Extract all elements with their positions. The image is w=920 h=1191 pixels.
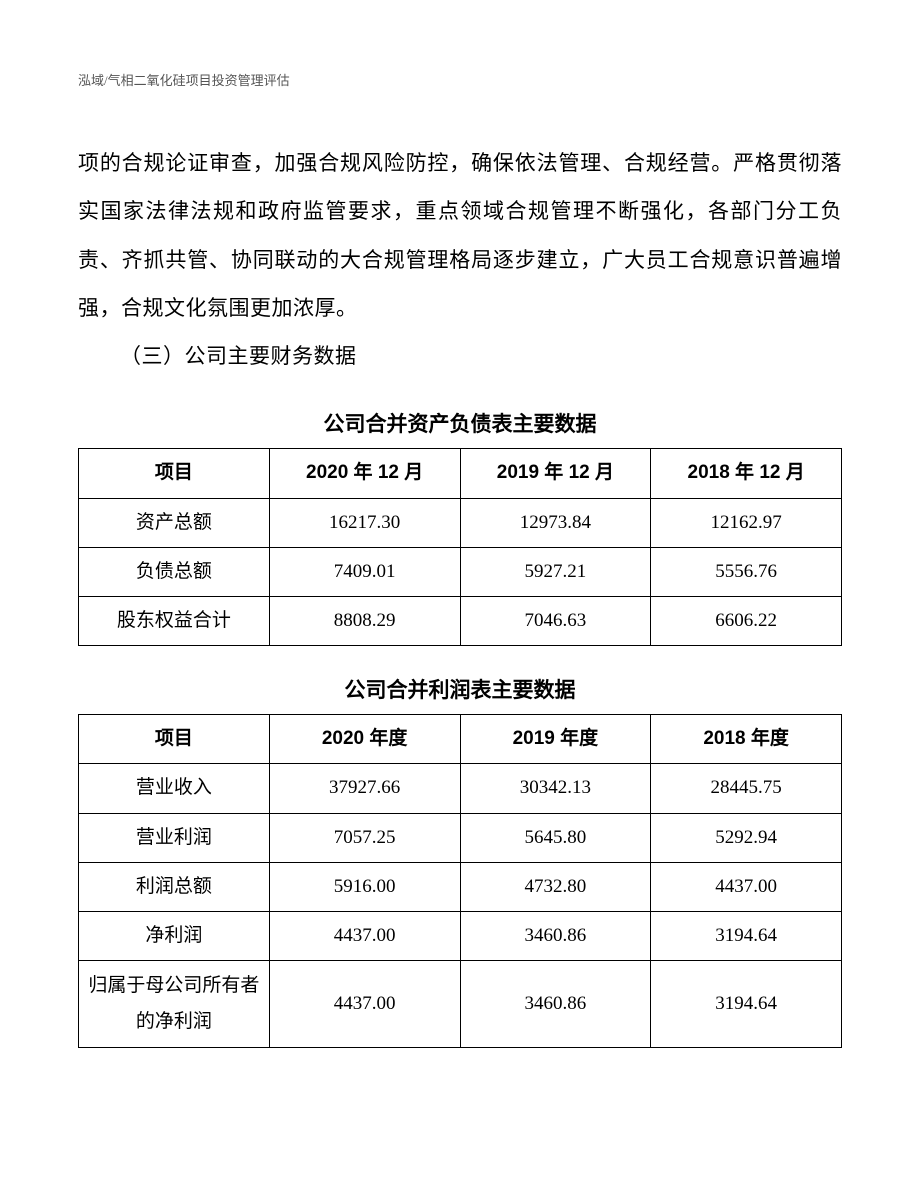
table-cell: 营业收入 xyxy=(79,764,270,813)
table-cell: 5916.00 xyxy=(269,862,460,911)
table-cell: 5927.21 xyxy=(460,547,651,596)
table-cell: 4437.00 xyxy=(269,961,460,1048)
table-header-cell: 2020 年度 xyxy=(269,715,460,764)
table-row: 净利润 4437.00 3460.86 3194.64 xyxy=(79,911,842,960)
body-content: 项的合规论证审查，加强合规风险防控，确保依法管理、合规经营。严格贯彻落实国家法律… xyxy=(78,139,842,380)
table-cell: 37927.66 xyxy=(269,764,460,813)
table-cell: 12162.97 xyxy=(651,498,842,547)
table-cell: 3460.86 xyxy=(460,961,651,1048)
section-heading: （三）公司主要财务数据 xyxy=(78,332,842,380)
table-row: 营业收入 37927.66 30342.13 28445.75 xyxy=(79,764,842,813)
table-cell: 3460.86 xyxy=(460,911,651,960)
table-header-cell: 2018 年 12 月 xyxy=(651,449,842,498)
table-header-cell: 2020 年 12 月 xyxy=(269,449,460,498)
table-cell: 利润总额 xyxy=(79,862,270,911)
table-cell: 7057.25 xyxy=(269,813,460,862)
paragraph-main: 项的合规论证审查，加强合规风险防控，确保依法管理、合规经营。严格贯彻落实国家法律… xyxy=(78,139,842,332)
table-header-row: 项目 2020 年 12 月 2019 年 12 月 2018 年 12 月 xyxy=(79,449,842,498)
table-cell: 负债总额 xyxy=(79,547,270,596)
balance-sheet-title: 公司合并资产负债表主要数据 xyxy=(78,408,842,438)
table-cell: 4437.00 xyxy=(269,911,460,960)
table-cell: 8808.29 xyxy=(269,597,460,646)
table-cell: 7409.01 xyxy=(269,547,460,596)
table-header-cell: 2019 年 12 月 xyxy=(460,449,651,498)
income-statement-title: 公司合并利润表主要数据 xyxy=(78,674,842,704)
table-cell: 16217.30 xyxy=(269,498,460,547)
table-cell: 5556.76 xyxy=(651,547,842,596)
table-header-cell: 项目 xyxy=(79,715,270,764)
balance-sheet-table: 项目 2020 年 12 月 2019 年 12 月 2018 年 12 月 资… xyxy=(78,448,842,646)
page-header: 泓域/气相二氧化硅项目投资管理评估 xyxy=(78,70,842,89)
table-cell: 5292.94 xyxy=(651,813,842,862)
table-cell: 净利润 xyxy=(79,911,270,960)
table-row: 资产总额 16217.30 12973.84 12162.97 xyxy=(79,498,842,547)
table-cell: 4732.80 xyxy=(460,862,651,911)
table-cell: 7046.63 xyxy=(460,597,651,646)
table-cell: 资产总额 xyxy=(79,498,270,547)
table-header-cell: 2019 年度 xyxy=(460,715,651,764)
table-row: 营业利润 7057.25 5645.80 5292.94 xyxy=(79,813,842,862)
table-cell: 6606.22 xyxy=(651,597,842,646)
table-row: 归属于母公司所有者的净利润 4437.00 3460.86 3194.64 xyxy=(79,961,842,1048)
table-header-row: 项目 2020 年度 2019 年度 2018 年度 xyxy=(79,715,842,764)
table-cell: 12973.84 xyxy=(460,498,651,547)
table-cell: 3194.64 xyxy=(651,961,842,1048)
table-cell: 5645.80 xyxy=(460,813,651,862)
table-cell: 4437.00 xyxy=(651,862,842,911)
table-cell: 3194.64 xyxy=(651,911,842,960)
income-statement-table: 项目 2020 年度 2019 年度 2018 年度 营业收入 37927.66… xyxy=(78,714,842,1048)
table-header-cell: 2018 年度 xyxy=(651,715,842,764)
table-cell: 股东权益合计 xyxy=(79,597,270,646)
table-row: 利润总额 5916.00 4732.80 4437.00 xyxy=(79,862,842,911)
table-cell: 归属于母公司所有者的净利润 xyxy=(79,961,270,1048)
table-header-cell: 项目 xyxy=(79,449,270,498)
table-row: 股东权益合计 8808.29 7046.63 6606.22 xyxy=(79,597,842,646)
table-cell: 28445.75 xyxy=(651,764,842,813)
table-cell: 营业利润 xyxy=(79,813,270,862)
table-cell: 30342.13 xyxy=(460,764,651,813)
table-row: 负债总额 7409.01 5927.21 5556.76 xyxy=(79,547,842,596)
